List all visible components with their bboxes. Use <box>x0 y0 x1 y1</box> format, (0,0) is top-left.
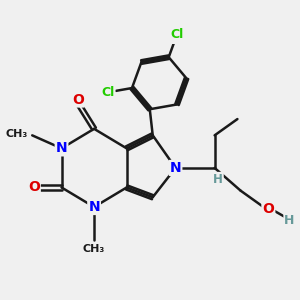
Text: H: H <box>213 173 223 186</box>
Text: O: O <box>262 202 274 216</box>
Text: N: N <box>56 141 67 155</box>
Text: Cl: Cl <box>170 28 184 41</box>
Text: N: N <box>88 200 100 214</box>
Text: H: H <box>284 214 295 226</box>
Text: CH₃: CH₃ <box>83 244 105 254</box>
Text: N: N <box>170 161 181 175</box>
Text: Cl: Cl <box>101 86 115 99</box>
Text: O: O <box>28 181 40 194</box>
Text: O: O <box>72 92 84 106</box>
Text: CH₃: CH₃ <box>5 129 27 139</box>
